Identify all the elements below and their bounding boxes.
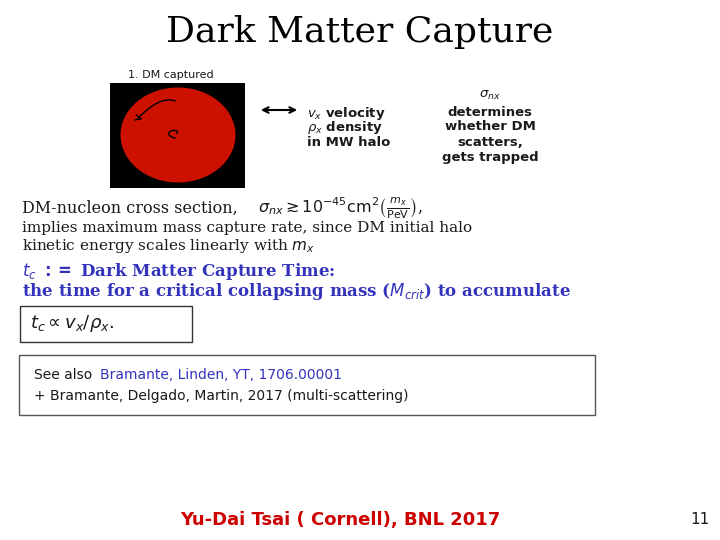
Text: $\rho_x$ density: $\rho_x$ density [307,119,383,137]
Text: scatters,: scatters, [457,136,523,148]
FancyBboxPatch shape [20,306,192,342]
FancyBboxPatch shape [19,355,595,415]
Text: Bramante, Linden, YT, 1706.00001: Bramante, Linden, YT, 1706.00001 [100,368,342,382]
Text: kinetic energy scales linearly with $m_x$: kinetic energy scales linearly with $m_x… [22,237,315,255]
Text: gets trapped: gets trapped [441,151,539,164]
Text: $\sigma_{nx} \gtrsim 10^{-45}\mathrm{cm}^2 \left(\frac{m_x}{\mathrm{PeV}}\right): $\sigma_{nx} \gtrsim 10^{-45}\mathrm{cm}… [258,195,423,221]
Text: $v_x$ velocity: $v_x$ velocity [307,105,386,122]
Text: whether DM: whether DM [444,120,536,133]
Text: Dark Matter Capture: Dark Matter Capture [166,15,554,49]
Ellipse shape [120,87,235,183]
Text: $t_c \propto v_x/\rho_x.$: $t_c \propto v_x/\rho_x.$ [30,314,114,334]
Text: the time for a critical collapsing mass ($M_{crit}$) to accumulate: the time for a critical collapsing mass … [22,281,571,302]
Text: + Bramante, Delgado, Martin, 2017 (multi-scattering): + Bramante, Delgado, Martin, 2017 (multi… [34,389,408,403]
Text: Yu-Dai Tsai ( Cornell), BNL 2017: Yu-Dai Tsai ( Cornell), BNL 2017 [180,511,500,529]
Text: determines: determines [448,105,533,118]
Bar [110,83,245,188]
Text: in MW halo: in MW halo [307,137,390,150]
Text: See also: See also [34,368,96,382]
Text: 11: 11 [690,512,710,528]
Text: $\sigma_{nx}$: $\sigma_{nx}$ [479,89,501,102]
Text: $\mathbf{\mathit{t_c}}$ $\mathbf{:=}$ Dark Matter Capture Time:: $\mathbf{\mathit{t_c}}$ $\mathbf{:=}$ Da… [22,261,336,282]
Text: 1. DM captured: 1. DM captured [128,70,214,80]
Text: DM-nucleon cross section,: DM-nucleon cross section, [22,199,238,217]
Text: implies maximum mass capture rate, since DM initial halo: implies maximum mass capture rate, since… [22,221,472,235]
